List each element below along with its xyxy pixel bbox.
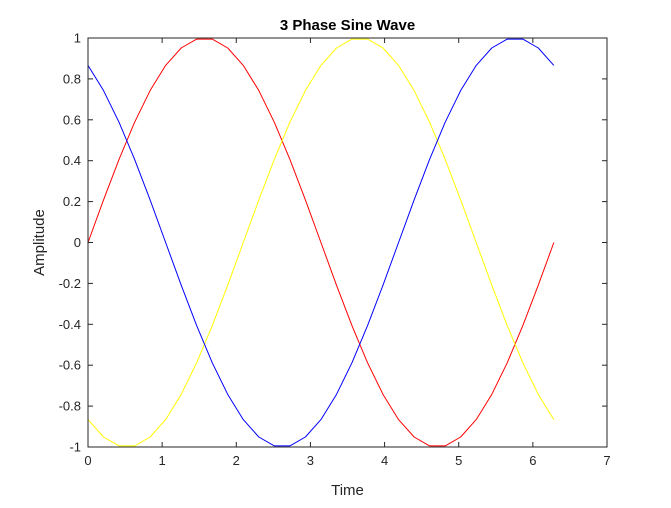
y-tick-label: -0.8 [59,399,81,414]
x-axis-label: Time [331,482,364,499]
y-axis-label: Amplitude [31,209,48,276]
y-tick-label: -0.4 [59,317,81,332]
y-tick-label: 1 [74,31,81,46]
y-tick-label: 0.6 [63,112,81,127]
y-tick-label: -1 [69,440,81,455]
chart-title: 3 Phase Sine Wave [280,17,415,34]
x-axis: 0 1 2 3 4 5 6 7 [84,38,611,468]
series-line-red [87,38,555,447]
x-tick-label: 3 [307,453,314,468]
x-tick-label: 7 [603,453,610,468]
x-tick-label: 4 [381,453,388,468]
plot-background [88,38,607,447]
y-tick-label: -0.2 [59,276,81,291]
y-tick-label: 0 [74,235,81,250]
series-line-blue [87,38,555,447]
series-line-yellow [87,38,555,447]
x-tick-label: 5 [455,453,462,468]
x-tick-label: 2 [233,453,240,468]
x-tick-label: 1 [159,453,166,468]
y-tick-label: -0.6 [59,358,81,373]
y-tick-label: 0.2 [63,194,81,209]
y-tick-label: 0.8 [63,71,81,86]
x-tick-label: 6 [529,453,536,468]
series-layer [87,38,555,447]
y-tick-label: 0.4 [63,153,81,168]
y-axis: -1 -0.8 -0.6 -0.4 -0.2 0 0.2 0.4 0.6 0.8 1 [59,31,607,455]
x-tick-label: 0 [84,453,91,468]
